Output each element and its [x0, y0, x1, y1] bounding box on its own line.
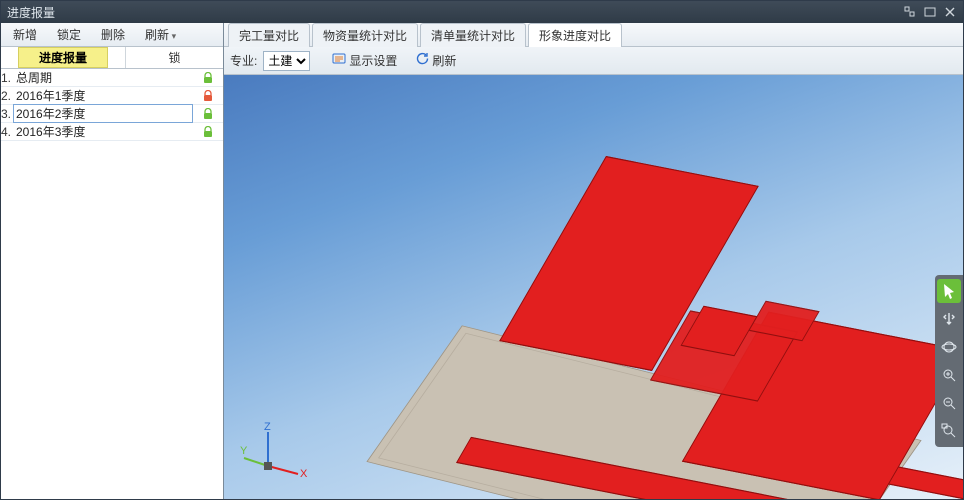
tool-pan[interactable] — [937, 307, 961, 331]
right-panel: 完工量对比物资量统计对比清单量统计对比形象进度对比 专业: 土建 显示设置 — [224, 23, 963, 499]
model-3d — [244, 111, 944, 499]
titlebar: 进度报量 — [1, 1, 963, 23]
tab[interactable]: 物资量统计对比 — [312, 23, 418, 47]
viewport-tool-strip — [935, 275, 963, 447]
lock-button[interactable]: 锁定 — [49, 24, 89, 45]
viewport-refresh-button[interactable]: 刷新 — [409, 50, 462, 71]
row-index: 2. — [1, 89, 13, 103]
axis-gizmo: X Y Z — [240, 422, 310, 485]
row-name: 2016年1季度 — [13, 86, 193, 105]
major-select[interactable]: 土建 — [263, 51, 310, 71]
display-settings-button[interactable]: 显示设置 — [326, 50, 403, 71]
row-index: 4. — [1, 125, 13, 139]
grid-row[interactable]: 3.2016年2季度 — [1, 105, 223, 123]
left-toolbar: 新增 锁定 删除 刷新 — [1, 23, 223, 47]
lock-icon[interactable] — [193, 90, 223, 102]
axis-y-label: Y — [240, 445, 248, 457]
view-toolbar: 专业: 土建 显示设置 刷新 — [224, 47, 963, 75]
axis-z-label: Z — [264, 422, 271, 433]
major-label: 专业: — [230, 52, 257, 69]
tool-pointer[interactable] — [937, 279, 961, 303]
row-index: 3. — [1, 107, 13, 121]
delete-button[interactable]: 删除 — [93, 24, 133, 45]
row-name: 总周期 — [13, 69, 193, 87]
row-name: 2016年3季度 — [13, 122, 193, 141]
lock-icon[interactable] — [193, 72, 223, 84]
left-panel: 新增 锁定 删除 刷新 进度报量 锁 1.总周期2.2016年1季度3.2016… — [1, 23, 224, 499]
window-restore-icon[interactable] — [923, 5, 937, 19]
viewport-refresh-label: 刷新 — [432, 52, 456, 69]
tool-zoom-out[interactable] — [937, 391, 961, 415]
display-settings-label: 显示设置 — [349, 52, 397, 69]
window-close-icon[interactable] — [943, 5, 957, 19]
viewport-3d[interactable]: X Y Z — [224, 75, 963, 499]
grid-row[interactable]: 2.2016年1季度 — [1, 87, 223, 105]
axis-x-label: X — [300, 468, 308, 480]
window-title: 进度报量 — [7, 4, 55, 21]
grid-row[interactable]: 4.2016年3季度 — [1, 123, 223, 141]
grid-header-lock: 锁 — [126, 47, 223, 68]
tab[interactable]: 完工量对比 — [228, 23, 310, 47]
grid-header-name: 进度报量 — [1, 47, 126, 68]
window-minimize-icon[interactable] — [903, 5, 917, 19]
tab-bar: 完工量对比物资量统计对比清单量统计对比形象进度对比 — [224, 23, 963, 47]
add-button[interactable]: 新增 — [5, 24, 45, 45]
row-name: 2016年2季度 — [13, 104, 193, 123]
lock-icon[interactable] — [193, 108, 223, 120]
main-area: 新增 锁定 删除 刷新 进度报量 锁 1.总周期2.2016年1季度3.2016… — [1, 23, 963, 499]
tool-zoom-in[interactable] — [937, 363, 961, 387]
lock-icon[interactable] — [193, 126, 223, 138]
grid-header: 进度报量 锁 — [1, 47, 223, 69]
grid-row[interactable]: 1.总周期 — [1, 69, 223, 87]
app-window: 进度报量 新增 锁定 删除 刷新 进度报量 锁 1 — [0, 0, 964, 500]
tab[interactable]: 形象进度对比 — [528, 23, 622, 47]
row-index: 1. — [1, 71, 13, 85]
tool-zoom-fit[interactable] — [937, 419, 961, 443]
grid-header-name-label: 进度报量 — [18, 47, 108, 68]
display-settings-icon — [332, 52, 346, 69]
grid-rows: 1.总周期2.2016年1季度3.2016年2季度4.2016年3季度 — [1, 69, 223, 499]
tool-orbit[interactable] — [937, 335, 961, 359]
tab[interactable]: 清单量统计对比 — [420, 23, 526, 47]
refresh-icon — [415, 52, 429, 69]
refresh-button[interactable]: 刷新 — [137, 24, 184, 45]
